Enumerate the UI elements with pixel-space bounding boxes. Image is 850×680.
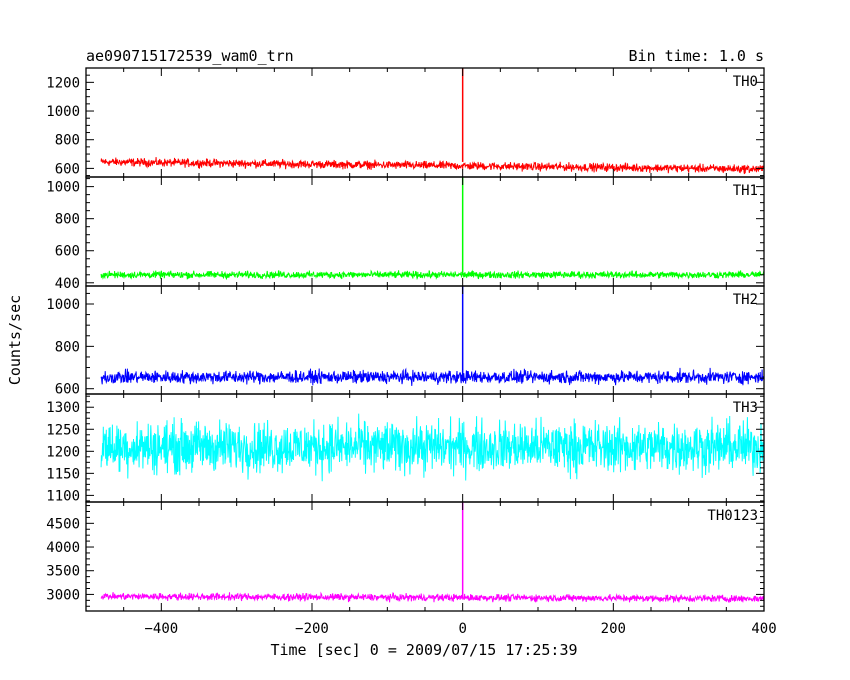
panel-th3: 1100 1150 1200 1250 1300 TH3: [46, 393, 765, 504]
series-label-th3: TH3: [733, 400, 758, 416]
series-line-th0123: [100, 591, 764, 604]
series-label-th0123: TH0123: [707, 508, 758, 524]
y-tick-label: 400: [55, 276, 80, 292]
y-tick-label: 1300: [46, 400, 80, 416]
panel-th0: 600 800 1000 1200 TH0: [46, 67, 765, 178]
panel-th0123: 3000 3500 4000 4500 TH0123: [46, 501, 765, 612]
y-tick-label: 600: [55, 244, 80, 260]
x-tick-label: −200: [295, 621, 329, 637]
y-tick-label: 800: [55, 212, 80, 228]
y-tick-label: 800: [55, 339, 80, 355]
series-label-th2: TH2: [733, 292, 758, 308]
y-tick-label: 1250: [46, 422, 80, 438]
series-line-th0: [100, 157, 764, 175]
y-tick-label: 1150: [46, 466, 80, 482]
panel-frame-th1: [85, 176, 765, 287]
y-tick-label: 800: [55, 133, 80, 149]
chart-title-right: Bin time: 1.0 s: [629, 47, 764, 65]
panel-frame-th0123: [85, 501, 765, 612]
y-tick-label: 3500: [46, 564, 80, 580]
y-tick-label: 1200: [46, 75, 80, 91]
y-tick-label: 1000: [46, 297, 80, 313]
series-label-th0: TH0: [733, 74, 758, 90]
x-axis-label: Time [sec] 0 = 2009/07/15 17:25:39: [270, 641, 577, 659]
y-tick-label: 4000: [46, 540, 80, 556]
x-tick-label: 200: [601, 621, 626, 637]
series-line-th2: [100, 367, 764, 386]
panel-th2: 600 800 1000 TH2: [46, 285, 765, 398]
y-axis-label: Counts/sec: [6, 295, 24, 385]
y-tick-label: 1000: [46, 180, 80, 196]
y-tick-label: 1000: [46, 104, 80, 120]
x-tick-label: −400: [144, 621, 178, 637]
x-tick-label: 0: [458, 621, 466, 637]
chart-panels: 600 800 1000 1200 TH0 400 600 800 1000 TH1 600 800 1…: [46, 67, 777, 637]
series-line-th1: [100, 269, 764, 281]
chart-title-left: ae090715172539_wam0_trn: [86, 47, 294, 65]
y-tick-label: 1100: [46, 488, 80, 504]
y-tick-label: 3000: [46, 587, 80, 603]
y-tick-label: 600: [55, 161, 80, 177]
panel-th1: 400 600 800 1000 TH1: [46, 176, 765, 292]
y-tick-label: 1200: [46, 444, 80, 460]
series-line-th3: [100, 413, 764, 482]
y-tick-label: 4500: [46, 516, 80, 532]
series-label-th1: TH1: [733, 183, 758, 199]
x-tick-label: 400: [751, 621, 776, 637]
y-tick-label: 600: [55, 382, 80, 398]
